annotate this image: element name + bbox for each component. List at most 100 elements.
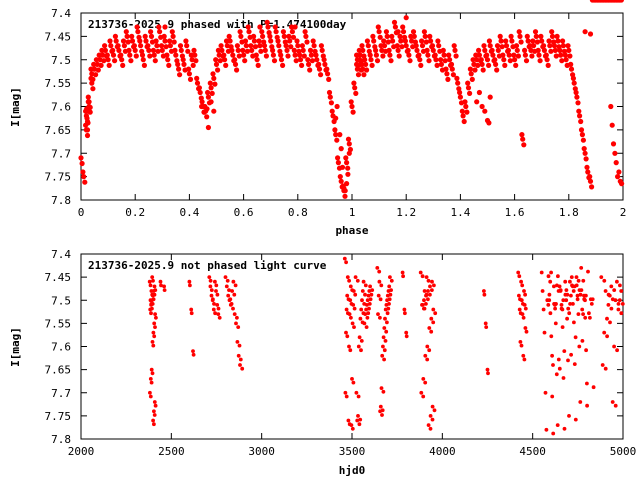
phased-data-point bbox=[346, 141, 352, 147]
raw-xtick-label: 4500 bbox=[519, 445, 546, 458]
phased-data-point bbox=[487, 94, 493, 100]
phased-data-point bbox=[297, 52, 303, 58]
phased-data-point bbox=[184, 43, 190, 49]
raw-data-point bbox=[150, 292, 155, 297]
phased-data-point bbox=[169, 29, 175, 35]
phased-data-point bbox=[355, 72, 362, 78]
raw-data-point bbox=[573, 417, 578, 422]
raw-data-point bbox=[433, 311, 438, 316]
raw-data-point bbox=[235, 340, 240, 344]
raw-data-point bbox=[148, 390, 152, 395]
raw-data-point bbox=[426, 278, 431, 283]
phased-data-point bbox=[381, 38, 387, 44]
raw-data-point bbox=[217, 315, 222, 320]
phased-data-point bbox=[459, 108, 465, 114]
phased-data-point bbox=[213, 61, 220, 67]
raw-data-point bbox=[384, 303, 389, 307]
raw-data-point bbox=[556, 274, 560, 279]
phased-data-point bbox=[138, 43, 144, 49]
phased-data-point bbox=[385, 39, 391, 45]
phased-data-point bbox=[421, 29, 427, 35]
phased-data-point bbox=[511, 57, 518, 63]
phased-data-point bbox=[194, 75, 200, 81]
raw-data-point bbox=[238, 363, 242, 367]
raw-data-point bbox=[428, 426, 433, 431]
phased-data-point bbox=[503, 38, 509, 44]
raw-data-point bbox=[152, 413, 157, 417]
phased-ytick-label: 7.7 bbox=[51, 147, 71, 160]
phased-data-point bbox=[82, 179, 88, 185]
raw-data-point bbox=[420, 303, 425, 307]
phased-xtick-label: 1.8 bbox=[559, 206, 579, 219]
phased-data-point bbox=[324, 66, 330, 72]
raw-data-point bbox=[432, 408, 437, 413]
phased-data-point bbox=[190, 62, 196, 68]
raw-data-point bbox=[589, 302, 594, 306]
raw-data-point bbox=[376, 293, 381, 298]
phased-data-point bbox=[521, 142, 527, 148]
raw-data-point bbox=[562, 349, 567, 353]
raw-data-point bbox=[521, 315, 526, 320]
phased-data-point bbox=[234, 67, 240, 73]
raw-ytick-label: 7.8 bbox=[51, 433, 71, 446]
phased-data-point bbox=[502, 62, 508, 68]
raw-data-point bbox=[151, 330, 156, 335]
raw-data-point bbox=[404, 330, 409, 335]
phased-data-point bbox=[84, 132, 91, 139]
phased-data-point bbox=[444, 71, 450, 77]
phased-xtick-label: 1.4 bbox=[450, 206, 470, 219]
phased-data-point bbox=[394, 43, 400, 49]
phased-xtick-label: 0.8 bbox=[288, 206, 308, 219]
phased-data-point bbox=[494, 67, 500, 73]
phased-data-point bbox=[270, 52, 276, 58]
phased-data-point bbox=[548, 48, 554, 54]
phased-data-point bbox=[482, 47, 488, 54]
raw-data-point bbox=[360, 289, 365, 293]
raw-data-point bbox=[208, 284, 213, 289]
phased-data-point bbox=[507, 58, 513, 64]
raw-data-point bbox=[606, 303, 611, 307]
raw-data-point bbox=[555, 423, 560, 427]
raw-data-point bbox=[150, 275, 155, 279]
raw-data-point bbox=[355, 418, 360, 423]
phased-data-point bbox=[248, 43, 254, 49]
phased-data-point bbox=[280, 29, 286, 35]
phased-data-point bbox=[240, 47, 246, 54]
phased-data-point bbox=[608, 103, 614, 110]
raw-data-point bbox=[572, 284, 577, 289]
phased-xtick-label: 2 bbox=[620, 206, 627, 219]
raw-data-point bbox=[544, 427, 549, 432]
raw-data-point bbox=[429, 329, 434, 334]
raw-data-point bbox=[522, 303, 527, 307]
raw-data-point bbox=[522, 357, 527, 362]
raw-data-point bbox=[342, 256, 347, 261]
phased-data-point bbox=[253, 52, 259, 58]
phased-data-point bbox=[383, 29, 389, 35]
phased-data-point bbox=[539, 38, 545, 44]
phased-data-point bbox=[325, 71, 331, 77]
phased-data-point bbox=[570, 75, 577, 81]
phased-data-point bbox=[419, 43, 426, 49]
phased-data-point bbox=[113, 38, 119, 44]
phased-data-point bbox=[339, 164, 346, 170]
raw-data-point bbox=[213, 279, 217, 284]
raw-data-point bbox=[419, 390, 424, 395]
phased-data-point bbox=[307, 67, 313, 73]
phased-data-point bbox=[585, 169, 591, 175]
phased-data-point bbox=[500, 52, 506, 58]
phased-ytick-label: 7.75 bbox=[45, 171, 72, 184]
phased-data-point bbox=[251, 33, 257, 40]
phased-data-point bbox=[79, 160, 85, 167]
raw-data-point bbox=[343, 390, 348, 395]
raw-data-point bbox=[573, 335, 578, 340]
phased-data-point bbox=[351, 80, 357, 86]
raw-data-point bbox=[209, 288, 214, 292]
phased-data-point bbox=[543, 52, 549, 58]
raw-data-point bbox=[345, 293, 350, 298]
phased-data-point bbox=[464, 109, 470, 115]
phased-data-point bbox=[322, 61, 328, 67]
phased-data-point bbox=[241, 52, 247, 58]
phased-data-point bbox=[283, 43, 289, 49]
phased-data-point bbox=[121, 43, 127, 49]
raw-data-point bbox=[348, 348, 353, 353]
